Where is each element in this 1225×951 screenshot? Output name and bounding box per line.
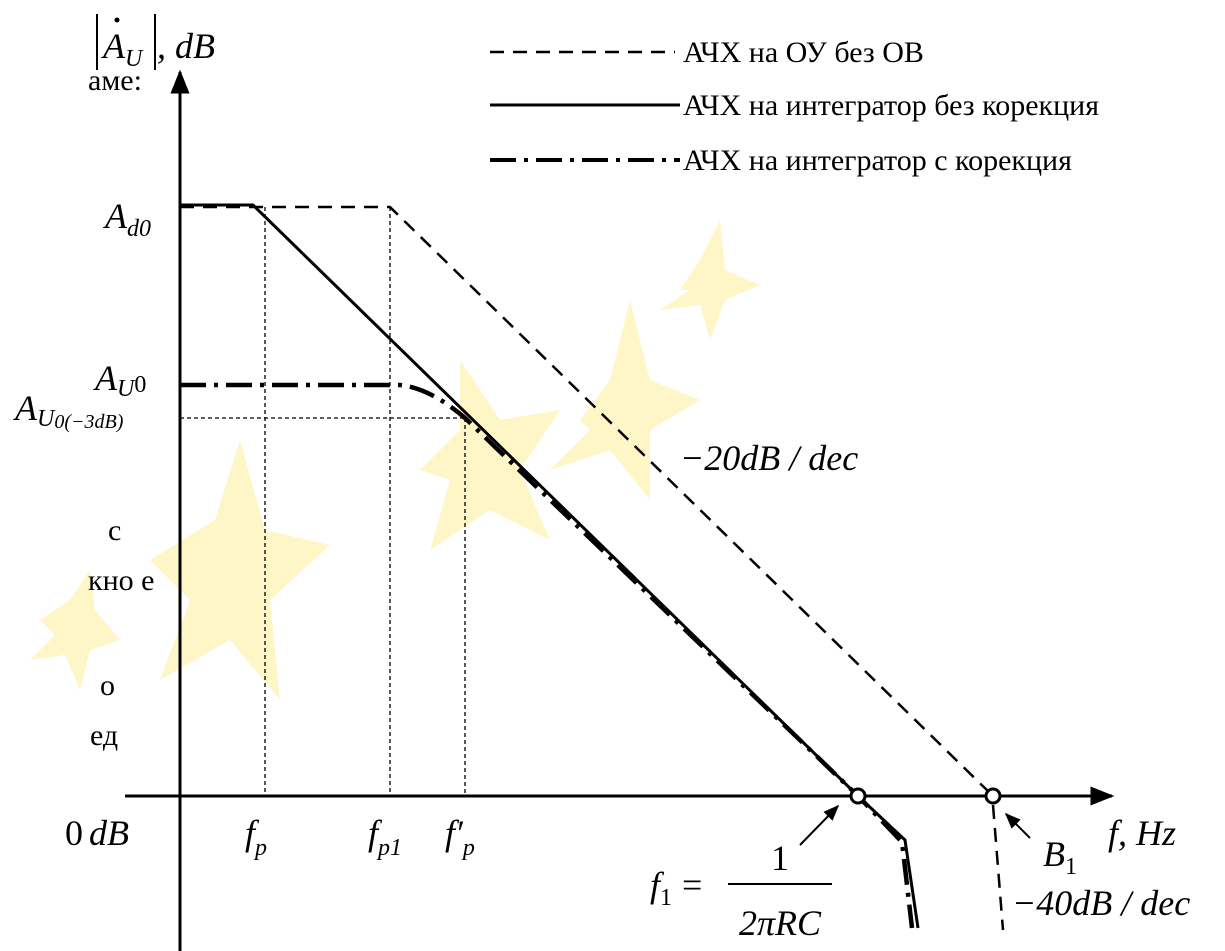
axes <box>125 72 1112 951</box>
label-part: 1 <box>1065 854 1077 880</box>
fragment: ед <box>90 719 118 752</box>
fragment: с <box>108 514 121 547</box>
f1-arrow <box>800 806 838 845</box>
b1-point <box>986 789 1000 803</box>
label-part: 2πRC <box>739 903 822 943</box>
opamp-curve-40 <box>993 805 1003 930</box>
label-part: dB <box>89 813 129 853</box>
symbol: A <box>101 26 126 66</box>
label-part: p <box>461 835 475 861</box>
label-part: 0 <box>65 813 83 853</box>
curves <box>180 205 1030 930</box>
legend-entry: АЧХ на интегратор без корекция <box>683 89 1099 122</box>
label-part: = <box>682 865 702 905</box>
freq-fp: fp <box>245 813 267 861</box>
label-part: p1 <box>376 835 402 861</box>
x-axis-label: f, Hz <box>1108 813 1176 853</box>
sub: U <box>125 46 144 72</box>
background-text: аме: с кно е о ед <box>88 64 154 752</box>
background-stars <box>30 220 760 700</box>
opamp-curve <box>180 207 993 796</box>
label-part: A <box>93 358 118 398</box>
f1-point <box>851 789 865 803</box>
fragment: о <box>100 669 115 702</box>
slope-20: −20dB / dec <box>680 438 858 478</box>
svg-text:AU: AU <box>101 26 144 72</box>
b1-arrow <box>1006 814 1030 838</box>
legend <box>490 52 680 160</box>
freq-b1: B1 <box>1043 834 1077 880</box>
label-part: A <box>13 388 38 428</box>
label-part: 0(−3dB) <box>54 411 123 433</box>
svg-text:f1=: f1= <box>650 865 702 911</box>
label-part: A <box>103 196 128 236</box>
diagram: аме: с кно е о ед АЧХ на ОУ без ОВ АЧХ н… <box>0 0 1225 951</box>
legend-entry: АЧХ на интегратор с корекция <box>683 144 1072 177</box>
freq-f1: f1= 1 2πRC <box>650 838 832 943</box>
legend-entry: АЧХ на ОУ без ОВ <box>683 36 924 69</box>
freq-fp-prime: f′p <box>445 813 475 861</box>
level-au0: AU0 <box>93 358 146 402</box>
label-part: U <box>117 376 136 402</box>
fragment: кно е <box>88 564 154 597</box>
unit: , Hz <box>1118 813 1176 853</box>
unit: , dB <box>157 26 215 66</box>
label-part: 1 <box>660 885 672 911</box>
level-ad0: Ad0 <box>103 196 151 242</box>
label-part: 1 <box>771 838 789 878</box>
label-part: U <box>37 406 56 432</box>
label-part: 0 <box>134 372 146 398</box>
freq-fp1: fp1 <box>368 813 402 861</box>
label-part: d0 <box>127 216 151 242</box>
label-part: f′ <box>445 813 464 853</box>
y-axis-label: AU , dB <box>97 14 215 72</box>
label-part: B <box>1043 834 1065 874</box>
slope-40: −40dB / dec <box>1012 883 1190 923</box>
label-part: p <box>253 835 267 861</box>
